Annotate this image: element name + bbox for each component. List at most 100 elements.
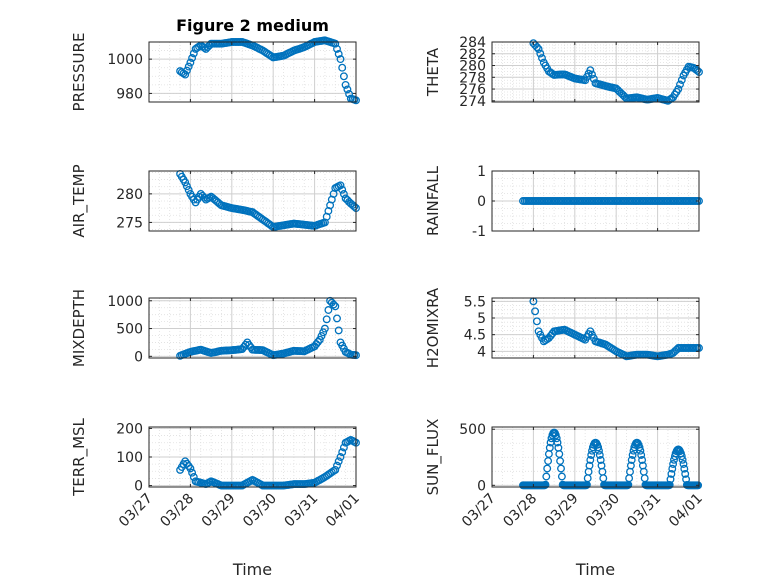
data-point	[544, 450, 553, 458]
data-point	[338, 448, 347, 457]
x-axis-label: Time	[575, 560, 615, 579]
subplot-h2omixra: 44.555.5 H2OMIXRA	[424, 287, 703, 368]
data-point	[319, 328, 328, 337]
data-point	[182, 182, 191, 191]
figure-title: Figure 2 medium	[176, 16, 329, 35]
series-points	[176, 36, 360, 105]
data-point	[334, 326, 343, 335]
data-point	[681, 469, 690, 478]
data-point	[542, 472, 551, 481]
data-point	[677, 452, 686, 461]
data-point	[595, 451, 604, 459]
data-point	[320, 324, 329, 333]
ticks	[148, 42, 357, 102]
x-tick-label: 03/29	[199, 491, 239, 531]
subplot-rainfall: -1 0 1 RAINFALL	[424, 164, 703, 240]
data-point	[637, 451, 646, 459]
data-point	[350, 202, 359, 211]
data-point	[329, 467, 338, 475]
y-tick-label: 278	[459, 70, 486, 86]
y-axis-label: SUN_FLUX	[424, 419, 443, 496]
data-point	[586, 456, 595, 464]
x-tick-label: 03/29	[542, 491, 582, 531]
data-point	[188, 468, 197, 477]
data-point	[532, 43, 541, 52]
y-tick-label: 1000	[107, 52, 143, 68]
data-point	[186, 58, 195, 67]
data-point	[545, 443, 554, 452]
subplot-mixdepth: 0 500 1000 MIXDEPTH	[70, 289, 360, 367]
data-point	[331, 465, 340, 474]
data-point	[334, 50, 343, 58]
data-point	[541, 480, 550, 489]
x-tick-label: 03/27	[459, 491, 499, 531]
x-tick-label: 03/31	[282, 491, 322, 531]
data-point	[552, 434, 561, 443]
data-point	[343, 85, 352, 94]
x-tick-label: 03/27	[116, 491, 156, 531]
axes-box	[148, 41, 357, 103]
y-tick-label: 275	[116, 215, 143, 231]
y-axis-label: RAINFALL	[424, 165, 442, 236]
y-tick-label: 5.5	[464, 294, 486, 310]
data-point	[667, 469, 676, 478]
y-tick-label: 4	[477, 344, 486, 360]
ticks	[148, 171, 357, 231]
data-point	[669, 460, 678, 468]
data-point	[333, 314, 341, 323]
data-point	[195, 42, 203, 51]
x-tick-label: 03/30	[240, 491, 280, 531]
axes-box	[491, 41, 700, 103]
data-point	[638, 456, 647, 464]
data-point	[181, 70, 190, 79]
data-point	[636, 446, 645, 455]
y-tick-label: 5	[477, 311, 486, 327]
data-point	[315, 335, 324, 344]
data-point	[184, 186, 193, 194]
data-point	[585, 461, 594, 470]
data-point	[334, 457, 343, 466]
series-points	[519, 197, 703, 205]
data-point	[531, 307, 540, 316]
data-point	[544, 457, 553, 465]
data-point	[324, 306, 333, 314]
data-point	[331, 302, 340, 311]
y-tick-label: 500	[459, 422, 486, 438]
data-point	[553, 438, 562, 447]
data-point	[594, 443, 603, 452]
data-point	[677, 76, 686, 84]
series-points	[519, 428, 703, 490]
axes-box	[491, 426, 700, 488]
y-axis-label: TERR_MSL	[70, 417, 89, 496]
subplot-air_temp: 275 280 AIR_TEMP	[70, 164, 360, 238]
x-tick-label: 03/31	[625, 491, 665, 531]
data-point	[336, 55, 345, 64]
data-point	[674, 85, 683, 94]
y-tick-label: 276	[459, 82, 486, 98]
subplot-pressure: 980 1000 PRESSURE Figure 2 medium	[70, 16, 360, 111]
subplot-terr_msl: 0 100 200 03/27 03/28 03/29 03/30 03/31 04/01 Tim…	[70, 417, 363, 579]
y-axis-label: H2OMIXRA	[424, 287, 442, 368]
data-point	[551, 431, 560, 440]
x-tick-label: 03/28	[157, 491, 197, 531]
data-point	[665, 480, 674, 489]
data-point	[331, 39, 340, 48]
data-point	[336, 453, 345, 461]
data-point	[693, 66, 702, 75]
y-axis-label: AIR_TEMP	[70, 164, 89, 237]
subplot-sun_flux: 0 500 03/27 03/28 03/29 03/30 03/31 04/01 Time SU…	[424, 419, 706, 579]
data-point	[680, 464, 689, 473]
y-axis-label: THETA	[424, 47, 442, 97]
data-point	[338, 63, 347, 72]
x-tick-label: 04/01	[323, 491, 363, 531]
y-tick-label: 980	[116, 86, 143, 102]
minor-grid	[492, 41, 699, 102]
y-tick-label: 1	[477, 164, 486, 180]
data-point	[596, 456, 605, 464]
y-tick-label: 0	[477, 194, 486, 210]
y-tick-label: 0	[134, 349, 143, 365]
data-point	[317, 332, 326, 340]
data-point	[538, 54, 546, 63]
x-tick-label: 04/01	[666, 491, 706, 531]
